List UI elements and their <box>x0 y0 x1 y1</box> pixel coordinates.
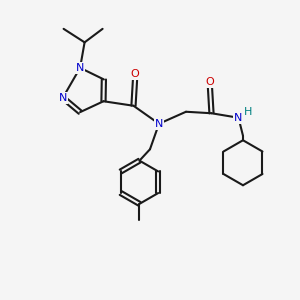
Text: N: N <box>155 119 163 129</box>
Text: O: O <box>206 77 214 87</box>
Text: N: N <box>76 63 84 73</box>
Text: N: N <box>234 113 243 123</box>
Text: H: H <box>244 107 252 117</box>
Text: O: O <box>130 69 140 79</box>
Text: N: N <box>59 93 67 103</box>
